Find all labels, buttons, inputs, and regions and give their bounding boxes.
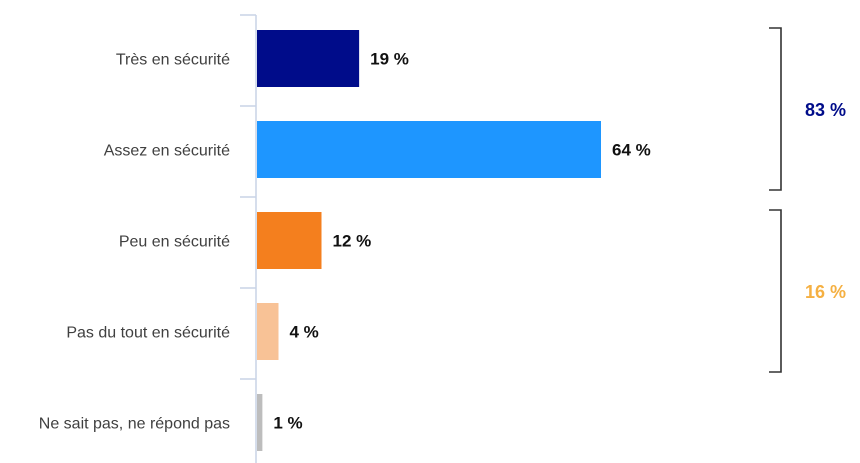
category-label: Assez en sécurité bbox=[104, 143, 230, 160]
bar bbox=[257, 121, 601, 178]
category-label: Très en sécurité bbox=[116, 52, 230, 69]
category-label: Pas du tout en sécurité bbox=[66, 325, 230, 342]
category-axis bbox=[240, 14, 257, 463]
group-total-label: 83 % bbox=[805, 100, 846, 120]
category-label: Ne sait pas, ne répond pas bbox=[39, 416, 230, 433]
value-label: 12 % bbox=[333, 232, 372, 251]
bar bbox=[257, 30, 360, 87]
value-label: 64 % bbox=[612, 141, 651, 160]
group-bracket bbox=[769, 27, 782, 191]
group-total-label: 16 % bbox=[805, 282, 846, 302]
value-labels: 19 % 64 % 12 % 4 % 1 % bbox=[273, 50, 650, 433]
group-brackets: 83 % 16 % bbox=[769, 27, 846, 373]
value-label: 1 % bbox=[273, 414, 302, 433]
group-bracket bbox=[769, 209, 782, 373]
category-labels: Très en sécurité Assez en sécurité Peu en … bbox=[39, 52, 230, 433]
value-label: 19 % bbox=[370, 50, 409, 69]
bars-group bbox=[257, 30, 601, 451]
bar bbox=[257, 212, 322, 269]
bar bbox=[257, 303, 279, 360]
bar bbox=[257, 394, 263, 451]
category-label: Peu en sécurité bbox=[119, 234, 230, 251]
value-label: 4 % bbox=[290, 323, 319, 342]
